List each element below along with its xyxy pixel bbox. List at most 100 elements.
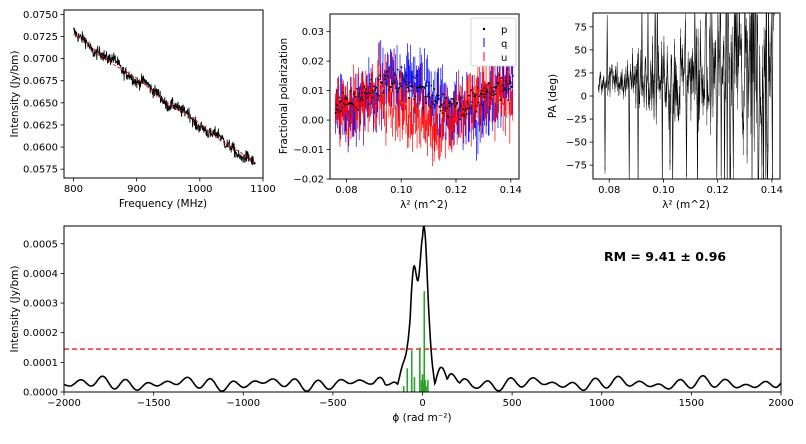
data-point — [492, 91, 495, 94]
data-point — [447, 116, 450, 118]
data-point — [430, 84, 433, 87]
y-tick-label: 25 — [574, 68, 587, 79]
x-tick-label: −1500 — [137, 398, 171, 409]
data-point — [339, 110, 342, 113]
data-point — [461, 114, 464, 116]
y-axis-label: Intensity (Jy/bm) — [9, 266, 21, 353]
data-point — [356, 109, 359, 111]
data-point — [373, 85, 375, 88]
data-point — [352, 104, 355, 106]
data-point — [387, 75, 390, 78]
data-point — [391, 81, 394, 84]
data-point — [404, 81, 407, 83]
data-point — [454, 104, 457, 107]
x-tick-label: 2000 — [768, 398, 793, 409]
data-point — [364, 88, 367, 91]
data-point — [347, 103, 349, 106]
data-point — [500, 99, 502, 102]
data-point — [460, 96, 463, 99]
data-point — [500, 76, 503, 79]
x-tick-label: 1000 — [187, 184, 212, 195]
data-point — [408, 82, 411, 84]
data-point — [426, 95, 429, 98]
x-axis-label: Frequency (MHz) — [119, 198, 207, 210]
legend-marker-p — [482, 27, 486, 31]
faraday-spectrum-line — [64, 226, 781, 392]
data-point — [356, 87, 358, 90]
data-point — [489, 92, 492, 95]
legend-box — [470, 17, 517, 67]
data-point — [410, 89, 413, 92]
data-point — [387, 88, 390, 91]
y-tick-label: 0.0700 — [23, 54, 58, 65]
data-point — [349, 90, 352, 92]
data-point — [502, 90, 505, 93]
data-point — [488, 81, 490, 84]
data-point — [413, 98, 416, 101]
data-point — [463, 115, 466, 117]
data-point — [480, 103, 483, 106]
data-point — [425, 84, 428, 87]
data-point — [341, 106, 344, 109]
data-point — [412, 76, 415, 78]
data-point — [419, 84, 421, 87]
data-point — [340, 99, 343, 102]
data-point — [372, 90, 375, 93]
data-point — [368, 82, 371, 85]
data-point — [462, 108, 464, 110]
data-point — [337, 111, 340, 114]
data-point — [474, 95, 476, 98]
data-point — [502, 86, 505, 89]
data-point — [343, 98, 346, 100]
data-point — [378, 94, 381, 97]
data-point — [393, 79, 395, 82]
y-tick-label: 0.0675 — [23, 76, 58, 87]
data-point — [422, 107, 424, 109]
data-point — [339, 100, 341, 103]
y-axis-label: PA (deg) — [547, 74, 559, 118]
data-point — [342, 102, 345, 105]
data-point — [424, 95, 427, 98]
data-point — [355, 106, 358, 109]
data-point — [485, 90, 487, 93]
data-point — [459, 118, 462, 121]
intensity-model-line — [73, 33, 256, 164]
data-point — [353, 93, 355, 96]
y-tick-label: 0.02 — [302, 57, 324, 68]
data-point — [428, 92, 430, 95]
data-point — [509, 82, 512, 84]
data-point — [468, 94, 470, 97]
data-point — [406, 86, 409, 89]
y-tick-label: −75 — [566, 161, 587, 172]
data-point — [449, 101, 452, 104]
data-point — [484, 93, 487, 96]
data-point — [425, 101, 427, 104]
data-point — [414, 77, 417, 79]
x-tick-label: 800 — [64, 184, 83, 195]
data-point — [367, 103, 370, 106]
data-point — [483, 87, 486, 90]
data-point — [475, 110, 478, 113]
data-point — [409, 85, 412, 88]
data-point — [485, 88, 488, 91]
data-point — [491, 89, 493, 92]
y-tick-label: 0.0650 — [23, 98, 58, 109]
data-point — [382, 90, 385, 92]
data-point — [511, 86, 513, 89]
data-point — [359, 98, 362, 101]
y-tick-label: −25 — [566, 115, 587, 126]
data-point — [482, 95, 485, 98]
legend-label-p: p — [501, 25, 507, 36]
y-tick-label: 0.0005 — [23, 239, 58, 250]
data-point — [498, 73, 501, 76]
legend: pqu — [470, 17, 517, 67]
legend-label-q: q — [501, 39, 507, 50]
data-point — [478, 95, 481, 98]
y-tick-label: 0 — [581, 92, 587, 103]
data-point — [450, 103, 453, 105]
data-point — [336, 109, 339, 111]
y-tick-label: −0.01 — [293, 145, 324, 156]
data-point — [465, 107, 467, 110]
y-tick-label: 0.0750 — [23, 10, 58, 21]
y-tick-label: 50 — [574, 45, 587, 56]
